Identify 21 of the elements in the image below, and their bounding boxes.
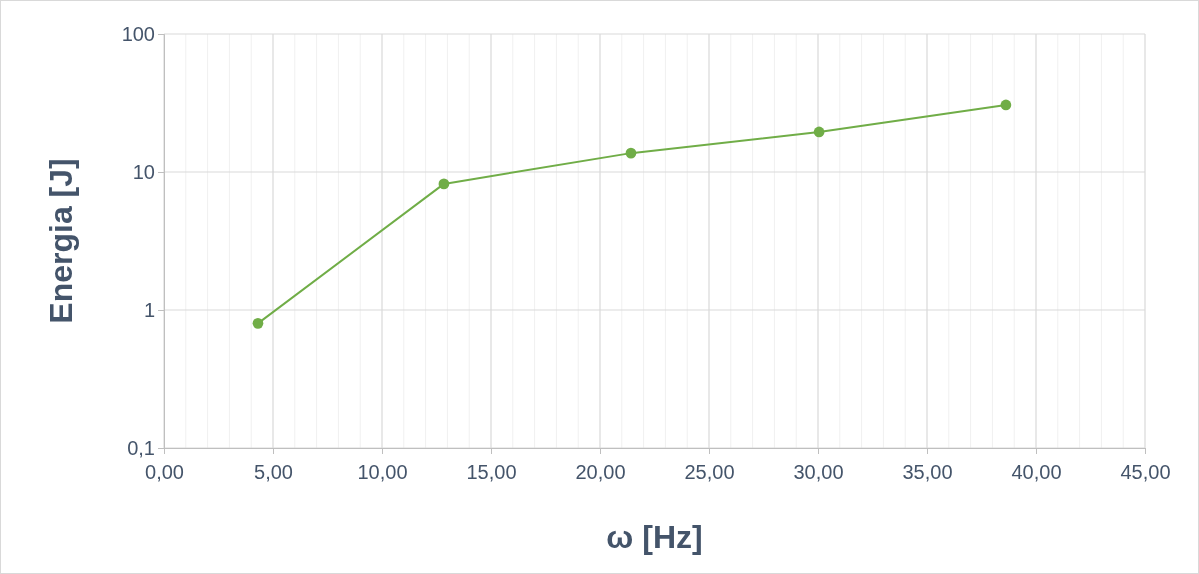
y-tick-label: 100 <box>121 22 155 45</box>
x-tick-label: 25,00 <box>684 461 735 483</box>
point <box>252 318 264 329</box>
y-tick-label: 0,1 <box>127 436 155 459</box>
x-tick-label: 10,00 <box>357 461 408 483</box>
x-tick-label: 40,00 <box>1011 461 1062 483</box>
x-axis-title: ω [Hz] <box>606 519 703 555</box>
x-tick-label: 5,00 <box>254 461 293 483</box>
x-tick-label: 15,00 <box>466 461 517 483</box>
x-tick-label: 0,00 <box>145 461 184 483</box>
point <box>625 147 637 159</box>
x-tick-label: 35,00 <box>902 461 953 483</box>
x-tick-label: 20,00 <box>575 461 626 483</box>
point <box>813 126 825 138</box>
point <box>438 178 450 190</box>
y-tick-label: 1 <box>143 298 155 321</box>
x-tick-label: 30,00 <box>793 461 844 483</box>
y-axis-title: Energia [J] <box>43 158 79 324</box>
point <box>1000 99 1012 111</box>
x-tick-label: 45,00 <box>1120 461 1171 483</box>
y-tick-label: 10 <box>132 160 155 183</box>
